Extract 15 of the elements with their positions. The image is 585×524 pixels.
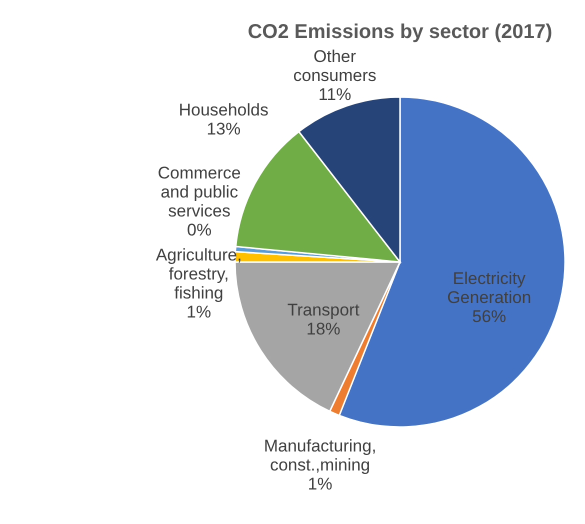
slice-label: Manufacturing, const.,mining xyxy=(264,436,376,475)
slice-label: Commerce and public services xyxy=(158,164,241,221)
data-label: 0% xyxy=(187,220,212,240)
data-label: 1% xyxy=(186,302,212,322)
slice-label: Electricity Generation xyxy=(447,269,532,308)
chart-title: CO2 Emissions by sector (2017) xyxy=(248,21,552,43)
data-label: 13% xyxy=(206,120,241,139)
slice-label: Other consumers xyxy=(293,47,376,86)
data-label: 1% xyxy=(308,474,332,494)
data-label: 56% xyxy=(472,307,506,326)
data-label: 11% xyxy=(318,85,352,104)
slice-label: Agriculture, forestry, fishing xyxy=(156,246,242,303)
slice-label: Households xyxy=(178,100,268,120)
slice-label: Transport xyxy=(287,300,360,320)
data-label: 18% xyxy=(306,320,340,339)
